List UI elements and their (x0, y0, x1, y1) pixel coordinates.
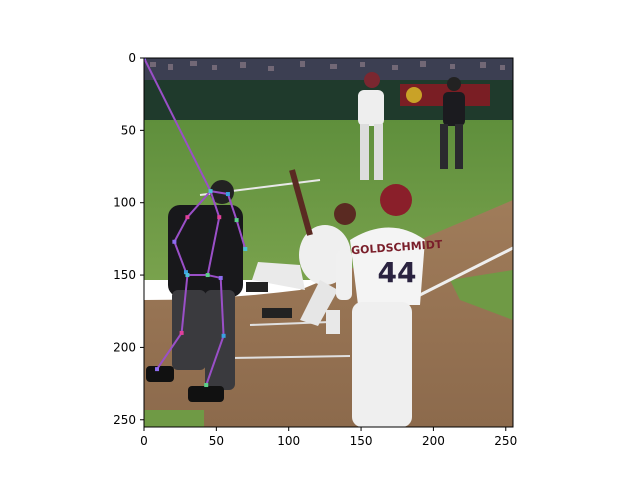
pose-keypoint-left_knee (221, 333, 226, 338)
crowd-dots (150, 61, 505, 71)
photo: GOLDSCHMIDT 44 (144, 58, 513, 427)
pose-limb-thorax-pelvis (206, 216, 221, 276)
pose-limb-upper_neck-thorax (209, 190, 221, 218)
pose-keypoint-left_shoulder (225, 192, 230, 197)
infielder (358, 72, 384, 180)
pose-keypoint-left_ankle (204, 383, 209, 388)
y-axis: 0 50 100 150 200 250 (113, 51, 144, 427)
pose-overlay (144, 58, 248, 388)
y-tick-label: 0 (128, 51, 136, 65)
field-umpire (440, 77, 465, 169)
x-tick-label: 50 (209, 434, 224, 448)
y-tick-label: 200 (113, 340, 136, 354)
y-tick-label: 250 (113, 413, 136, 427)
axes-frame (143, 57, 514, 428)
pose-limb-right_hip-right_knee (180, 274, 189, 334)
wall-logo (406, 87, 422, 103)
pose-limb-head_top-upper_neck (144, 58, 212, 192)
pose-keypoint-upper_neck (208, 189, 213, 194)
sliding-runner (246, 169, 356, 326)
pose-keypoint-thorax (217, 215, 222, 220)
y-tick-label: 150 (113, 268, 136, 282)
pose-limb-upper_neck-left_shoulder (210, 190, 229, 196)
jersey-number: 44 (378, 256, 417, 289)
x-tick-label: 150 (350, 434, 373, 448)
batter: GOLDSCHMIDT 44 (326, 184, 443, 427)
foul-line-2 (409, 246, 513, 302)
pose-limb-right_elbow-right_wrist (173, 241, 187, 273)
x-axis: 0 50 100 150 200 250 (140, 427, 517, 448)
y-tick-label: 100 (113, 196, 136, 210)
grass-strip (144, 410, 204, 427)
pose-keypoint-right_wrist (183, 270, 188, 275)
chalk-box-2 (229, 355, 351, 359)
x-tick-label: 0 (140, 434, 148, 448)
pose-keypoint-pelvis (205, 273, 210, 278)
pose-limb-right_knee-right_ankle (156, 332, 183, 370)
pose-keypoint-left_elbow (234, 218, 239, 223)
pose-keypoint-right_knee (179, 330, 184, 335)
y-tick-label: 50 (121, 123, 136, 137)
x-tick-label: 100 (277, 434, 300, 448)
pose-limb-left_knee-left_ankle (205, 335, 225, 386)
x-tick-label: 250 (494, 434, 517, 448)
pose-limb-left_shoulder-left_elbow (226, 193, 238, 221)
x-tick-label: 200 (422, 434, 445, 448)
grass-edge (450, 270, 513, 320)
pose-keypoint-right_shoulder (185, 215, 190, 220)
pose-limb-left_hip-left_knee (219, 277, 225, 336)
pose-limb-right_shoulder-right_elbow (173, 216, 189, 243)
pose-keypoint-head_top (144, 58, 146, 60)
pose-limb-upper_neck-right_shoulder (186, 190, 212, 218)
pose-keypoint-right_elbow (172, 239, 177, 244)
pose-limb-left_elbow-left_wrist (235, 219, 247, 250)
pose-limb-pelvis-left_hip (207, 274, 221, 279)
pose-keypoint-left_wrist (243, 247, 248, 252)
pose-keypoint-right_hip (185, 273, 190, 278)
jersey-name: GOLDSCHMIDT (351, 238, 444, 257)
pose-keypoint-left_hip (218, 275, 223, 280)
pose-keypoint-right_ankle (155, 367, 160, 372)
